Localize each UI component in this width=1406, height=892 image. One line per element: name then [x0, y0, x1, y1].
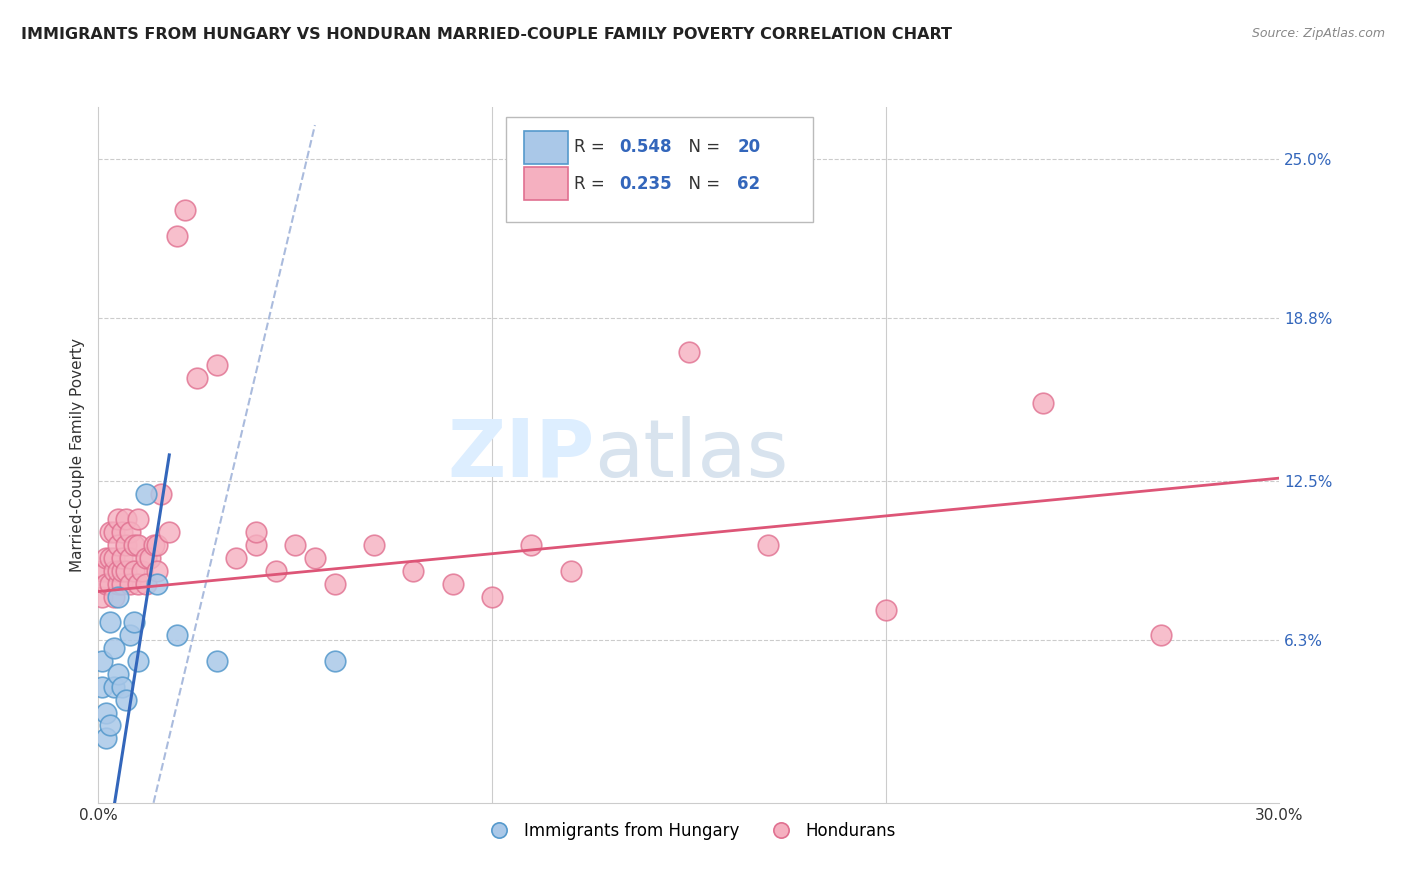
Point	[107, 564, 129, 578]
Point	[186, 370, 208, 384]
Point	[96, 551, 118, 566]
Point	[875, 602, 897, 616]
Point	[115, 538, 138, 552]
Point	[135, 486, 157, 500]
Text: 62: 62	[737, 175, 761, 193]
Point	[127, 538, 149, 552]
Point	[98, 615, 121, 630]
Point	[96, 706, 118, 720]
Text: atlas: atlas	[595, 416, 789, 494]
Y-axis label: Married-Couple Family Poverty: Married-Couple Family Poverty	[69, 338, 84, 572]
Point	[284, 538, 307, 552]
Point	[111, 680, 134, 694]
Point	[103, 525, 125, 540]
Point	[98, 718, 121, 732]
Point	[225, 551, 247, 566]
Point	[122, 538, 145, 552]
Point	[127, 576, 149, 591]
Text: ZIP: ZIP	[447, 416, 595, 494]
Point	[118, 628, 141, 642]
Point	[111, 525, 134, 540]
Point	[363, 538, 385, 552]
FancyBboxPatch shape	[523, 167, 568, 201]
Legend: Immigrants from Hungary, Hondurans: Immigrants from Hungary, Hondurans	[475, 815, 903, 847]
Point	[157, 525, 180, 540]
Point	[115, 512, 138, 526]
Text: 0.548: 0.548	[619, 138, 672, 156]
Point	[107, 576, 129, 591]
Point	[111, 551, 134, 566]
Point	[127, 512, 149, 526]
Point	[205, 358, 228, 372]
Point	[118, 576, 141, 591]
Point	[520, 538, 543, 552]
Text: 0.235: 0.235	[619, 175, 672, 193]
Point	[131, 564, 153, 578]
Point	[146, 538, 169, 552]
Point	[91, 680, 114, 694]
Point	[304, 551, 326, 566]
Point	[323, 576, 346, 591]
Point	[756, 538, 779, 552]
Text: N =: N =	[678, 138, 725, 156]
Point	[402, 564, 425, 578]
Point	[205, 654, 228, 668]
Point	[245, 525, 267, 540]
Point	[122, 564, 145, 578]
Point	[560, 564, 582, 578]
Point	[245, 538, 267, 552]
Point	[115, 692, 138, 706]
Point	[103, 590, 125, 604]
Point	[142, 538, 165, 552]
Point	[441, 576, 464, 591]
Point	[98, 551, 121, 566]
Point	[103, 551, 125, 566]
Point	[1150, 628, 1173, 642]
Point	[107, 512, 129, 526]
Text: IMMIGRANTS FROM HUNGARY VS HONDURAN MARRIED-COUPLE FAMILY POVERTY CORRELATION CH: IMMIGRANTS FROM HUNGARY VS HONDURAN MARR…	[21, 27, 952, 42]
Point	[96, 564, 118, 578]
Point	[111, 564, 134, 578]
Point	[146, 564, 169, 578]
Point	[103, 564, 125, 578]
Point	[107, 667, 129, 681]
Text: R =: R =	[575, 138, 610, 156]
FancyBboxPatch shape	[506, 118, 813, 222]
Point	[678, 344, 700, 359]
Point	[122, 615, 145, 630]
Point	[323, 654, 346, 668]
Point	[166, 228, 188, 243]
Point	[91, 564, 114, 578]
Point	[103, 641, 125, 656]
Point	[103, 680, 125, 694]
Point	[1032, 396, 1054, 410]
Point	[107, 590, 129, 604]
Point	[135, 551, 157, 566]
Point	[118, 525, 141, 540]
Point	[111, 576, 134, 591]
Point	[107, 538, 129, 552]
Point	[264, 564, 287, 578]
Point	[115, 564, 138, 578]
Point	[174, 203, 197, 218]
Point	[96, 731, 118, 746]
Point	[138, 551, 160, 566]
Point	[166, 628, 188, 642]
FancyBboxPatch shape	[523, 131, 568, 164]
Point	[146, 576, 169, 591]
Point	[481, 590, 503, 604]
Point	[96, 576, 118, 591]
Point	[98, 576, 121, 591]
Point	[150, 486, 173, 500]
Text: Source: ZipAtlas.com: Source: ZipAtlas.com	[1251, 27, 1385, 40]
Point	[118, 551, 141, 566]
Text: 20: 20	[737, 138, 761, 156]
Text: R =: R =	[575, 175, 610, 193]
Point	[91, 590, 114, 604]
Point	[98, 525, 121, 540]
Point	[135, 576, 157, 591]
Point	[91, 654, 114, 668]
Text: N =: N =	[678, 175, 725, 193]
Point	[127, 654, 149, 668]
